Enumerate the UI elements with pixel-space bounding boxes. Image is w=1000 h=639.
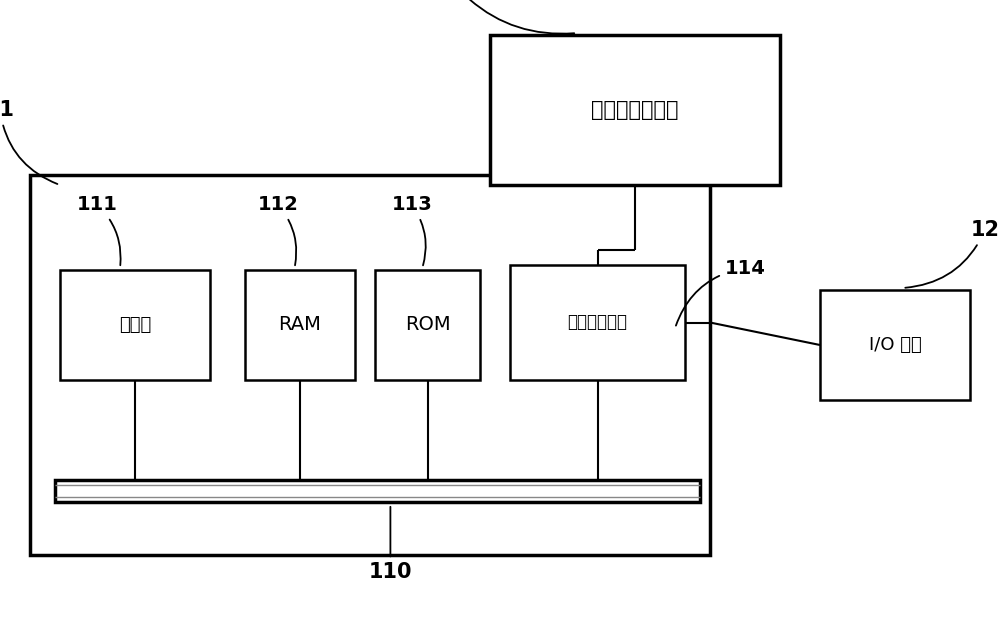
Text: I/O 装置: I/O 装置 [869,336,921,354]
Bar [60,270,210,380]
Text: 114: 114 [676,259,765,326]
Text: 112: 112 [258,196,298,265]
Text: 存储器存储装置: 存储器存储装置 [591,100,679,120]
Bar [30,175,710,555]
Text: 11: 11 [0,100,57,184]
Text: 113: 113 [391,196,432,265]
Bar [245,270,355,380]
Bar [375,270,480,380]
Text: RAM: RAM [279,316,321,334]
Text: 110: 110 [369,507,412,582]
Text: 数据传输接口: 数据传输接口 [568,314,628,332]
Text: 12: 12 [905,220,1000,288]
Bar [55,480,700,502]
Bar [820,290,970,400]
Text: 111: 111 [77,196,121,265]
Text: ROM: ROM [405,316,450,334]
Text: 10: 10 [440,0,574,34]
Bar [510,265,685,380]
Text: 处理器: 处理器 [119,316,151,334]
Bar [490,35,780,185]
